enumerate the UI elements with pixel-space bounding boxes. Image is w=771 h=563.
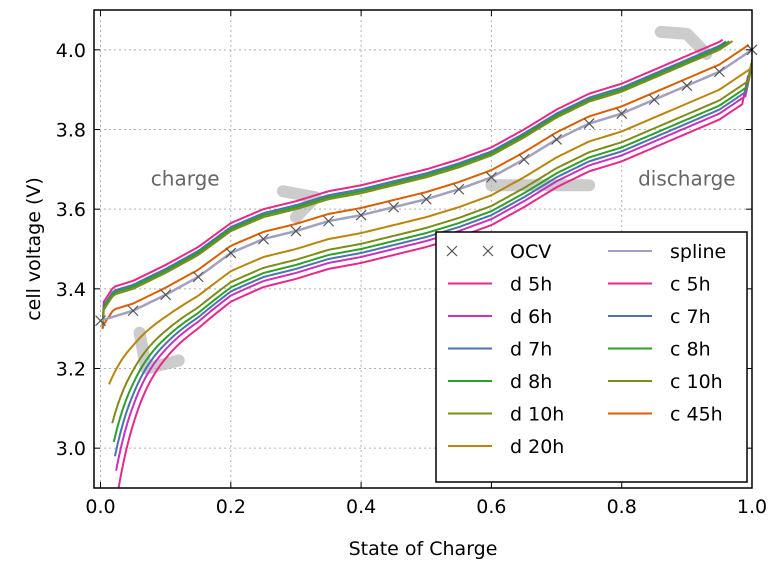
legend-box <box>435 231 748 483</box>
legend-label: c 45h <box>670 404 723 426</box>
ocv-point <box>583 118 595 129</box>
legend-entry: c 7h <box>608 306 711 328</box>
ocv-point <box>681 80 693 92</box>
series-line-d-10h <box>111 59 752 424</box>
ocv-point <box>616 108 628 119</box>
y-axis-label: cell voltage (V) <box>23 177 45 321</box>
legend-label: d 8h <box>510 371 552 393</box>
series-line-c-7h <box>101 40 727 329</box>
y-tick-label: 3.0 <box>56 438 86 460</box>
ocv-point <box>485 171 497 183</box>
x-tick-label: 0.0 <box>85 496 115 518</box>
ocv-point <box>551 134 562 145</box>
series-line-d-20h <box>108 57 752 385</box>
annotation-discharge: discharge <box>638 166 735 190</box>
legend-label: d 7h <box>510 339 552 361</box>
legend-entry: c 8h <box>608 339 711 361</box>
ticks: 0.0 0.2 0.4 0.6 0.8 1.0 3.0 3.2 3.4 3.6 3.8 4.0 <box>56 10 767 518</box>
legend-entry: d 5h <box>448 274 552 296</box>
legend-entry: c 10h <box>608 371 723 393</box>
legend-label: spline <box>670 241 726 263</box>
ocv-point <box>323 215 334 227</box>
legend-label: c 10h <box>670 371 723 393</box>
legend-label: OCV <box>510 241 551 263</box>
ocv-point <box>225 247 237 259</box>
y-tick-label: 3.2 <box>56 359 86 381</box>
x-tick-label: 1.0 <box>737 496 767 518</box>
legend-entry: d 20h <box>448 436 564 458</box>
y-tick-label: 3.4 <box>56 279 86 301</box>
legend-label: c 5h <box>670 274 711 296</box>
direction-arrow-0 <box>276 185 322 224</box>
legend-entry: d 7h <box>448 339 552 361</box>
legend-entry: OCV <box>446 241 551 263</box>
series-line-c-5h <box>101 38 724 329</box>
y-tick-label: 4.0 <box>56 40 86 62</box>
ocv-point <box>355 209 367 221</box>
x-tick-label: 0.8 <box>607 496 637 518</box>
ocv-point <box>257 233 269 245</box>
legend-label: c 7h <box>670 306 711 328</box>
ocv-point <box>648 94 660 106</box>
x-tick-label: 0.4 <box>346 496 376 518</box>
ocv-point <box>518 153 530 165</box>
ocv-point <box>127 305 139 317</box>
ocv-point <box>453 183 465 195</box>
legend-label: d 10h <box>510 404 564 426</box>
legend-entry: c 5h <box>608 274 711 296</box>
legend-label: d 20h <box>510 436 564 458</box>
y-tick-label: 3.8 <box>56 120 86 142</box>
series-line-c-8h <box>101 40 730 329</box>
plot-frame <box>93 9 753 489</box>
legend-entry: d 6h <box>448 306 552 328</box>
y-tick-label: 3.6 <box>56 199 86 221</box>
ocv-point <box>388 201 400 213</box>
legend: OCV spline d 5h c 5h d 6h c 7h d 7h c 8h d 8h c 1… <box>435 231 748 483</box>
legend-entry: d 10h <box>448 404 564 426</box>
legend-label: c 8h <box>670 339 711 361</box>
ocv-point <box>95 315 106 327</box>
ocv-point <box>290 225 302 237</box>
x-tick-label: 0.6 <box>476 496 506 518</box>
series-line-c-45h <box>101 44 750 329</box>
ocv-point <box>420 193 432 205</box>
x-axis-label: State of Charge <box>349 538 498 560</box>
legend-label: d 5h <box>510 274 552 296</box>
annotation-charge: charge <box>151 166 220 190</box>
direction-arrow-3 <box>654 25 713 60</box>
legend-entry: d 8h <box>448 371 552 393</box>
ocv-point <box>714 66 725 78</box>
series-line-c-10h <box>101 40 734 329</box>
series-line-d-8h <box>112 58 752 443</box>
ocv-point <box>192 271 204 283</box>
legend-entry: spline <box>608 241 726 263</box>
ocv-point <box>160 289 172 301</box>
legend-entry: c 45h <box>608 404 723 426</box>
x-tick-label: 0.2 <box>216 496 246 518</box>
legend-label: d 6h <box>510 306 552 328</box>
